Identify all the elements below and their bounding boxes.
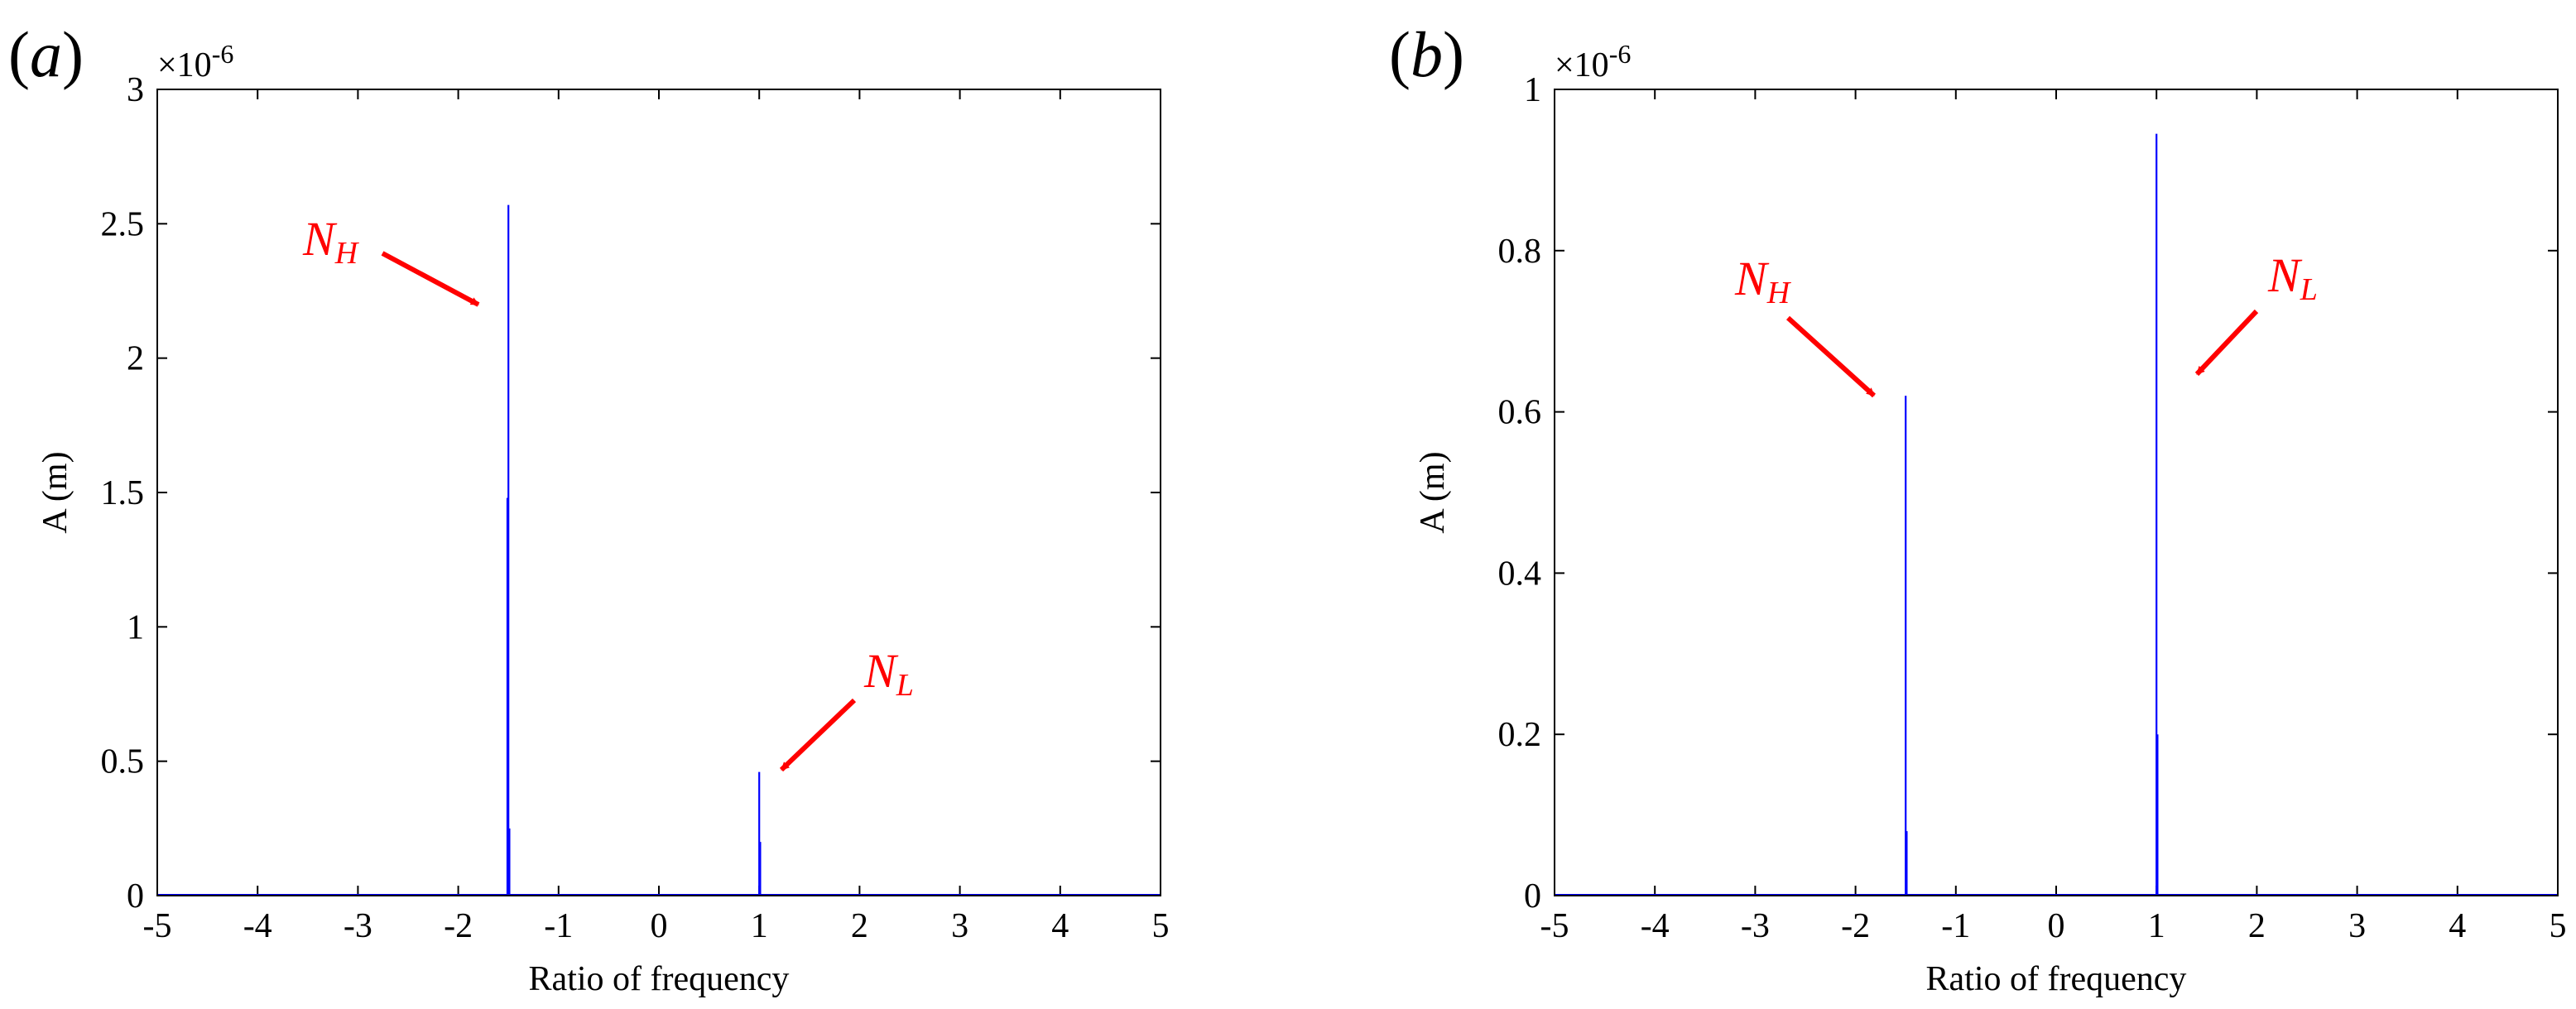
panel-b-label: (b) (1389, 18, 1464, 90)
panel-b-annotation-nl: NL (2194, 248, 2318, 377)
panel-a-annotation-nh-text: NH (302, 212, 360, 271)
panel-b-marks (1555, 133, 2558, 896)
panel-a-annotation-nl-text: NL (863, 644, 914, 703)
y-tick-label: 0.8 (1498, 233, 1542, 271)
x-tick-label: 4 (2449, 907, 2466, 945)
panel-a-x-axis-label: Ratio of frequency (529, 960, 790, 998)
x-tick-label: -1 (1941, 907, 1970, 945)
panel-a-y-axis-label: A (m) (36, 451, 74, 533)
x-tick-label: 4 (1051, 907, 1069, 945)
y-tick-label: 2.5 (101, 205, 145, 243)
y-tick-label: 0.5 (101, 743, 145, 781)
chart-panel-b: (b) ×10-6 -5 -4 -3 -2 -1 0 1 2 3 4 5 0 0.2 0.4 0.6 0.8 1… (1389, 18, 2567, 998)
y-tick-label: 0.2 (1498, 716, 1542, 754)
panel-b-annotation-nh-text: NH (1734, 252, 1792, 310)
panel-b-y-exponent: ×10-6 (1555, 39, 1631, 84)
y-tick-label: 3 (127, 71, 144, 109)
panel-b-annotation-nh-arrow (1785, 315, 1877, 398)
y-tick-label: 1 (127, 608, 144, 646)
panel-a-annotation-nl: NL (779, 644, 914, 772)
panel-a-label: (a) (8, 18, 84, 90)
y-tick-label: 0 (127, 877, 144, 915)
x-tick-label: 2 (2248, 907, 2266, 945)
y-tick-label: 0 (1524, 877, 1541, 915)
x-tick-label: 0 (2048, 907, 2065, 945)
y-tick-label: 2 (127, 340, 144, 378)
x-tick-label: 1 (2148, 907, 2165, 945)
panel-b-y-axis-label: A (m) (1414, 451, 1452, 533)
x-tick-label: 1 (751, 907, 768, 945)
panel-a-annotation-nh-arrow (381, 251, 480, 307)
x-tick-label: -2 (1841, 907, 1870, 945)
x-tick-label: 5 (2550, 907, 2567, 945)
chart-panel-a: (a) ×10-6 -5 -4 -3 -2 -1 0 1 2 3 4 500.511.522.53 … (8, 18, 1170, 998)
panel-b-annotation-nl-text: NL (2267, 248, 2318, 307)
panel-a-annotation-nl-arrow (779, 698, 857, 772)
x-tick-label: -3 (344, 907, 372, 945)
y-tick-label: 0.4 (1498, 555, 1542, 593)
x-tick-label: -3 (1741, 907, 1770, 945)
x-tick-label: -5 (1540, 907, 1569, 945)
panel-b-annotation-nl-arrow (2194, 309, 2259, 377)
panel-b-annotation-nh: NH (1734, 252, 1877, 398)
x-tick-label: -2 (444, 907, 473, 945)
panel-b-ticks: -5 -4 -3 -2 -1 0 1 2 3 4 5 0 0.2 0.4 0.6 0.8 1 (1498, 71, 2567, 945)
x-tick-label: -4 (1641, 907, 1670, 945)
x-tick-label: 0 (651, 907, 668, 945)
panel-a-y-exponent: ×10-6 (157, 39, 233, 84)
panel-b-axes-box (1554, 89, 2559, 896)
panel-a-marks (157, 204, 1161, 896)
x-tick-label: -4 (243, 907, 272, 945)
panel-a-axes-box (156, 89, 1161, 896)
panel-a-ticks: -5 -4 -3 -2 -1 0 1 2 3 4 5 0 0.5 1 1.5 2 2.5 3 (101, 71, 1170, 945)
y-tick-label: 1 (1524, 71, 1541, 109)
x-tick-label: 5 (1152, 907, 1170, 945)
panel-a-annotation-nh: NH (302, 212, 480, 307)
x-tick-label: 2 (851, 907, 868, 945)
y-tick-label: 0.6 (1498, 394, 1542, 432)
x-tick-label: 3 (951, 907, 968, 945)
panel-b-x-axis-label: Ratio of frequency (1926, 960, 2187, 998)
x-tick-label: 3 (2348, 907, 2366, 945)
x-tick-label: -1 (544, 907, 573, 945)
y-tick-label: 1.5 (101, 474, 145, 512)
x-tick-label: -5 (143, 907, 172, 945)
